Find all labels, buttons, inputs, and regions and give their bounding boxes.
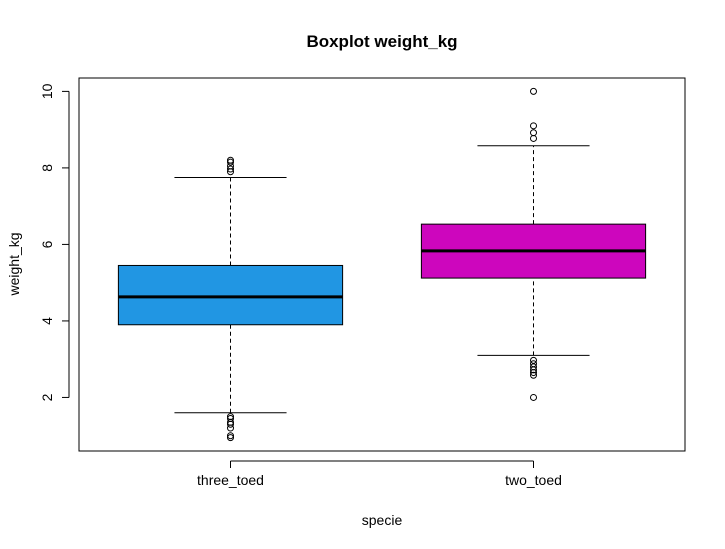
x-axis: three_toed two_toed — [197, 460, 562, 488]
plot-area — [117, 87, 647, 442]
outlier-point — [530, 393, 537, 401]
x-axis-label: specie — [362, 512, 403, 528]
box-group-three-toed — [117, 156, 344, 442]
outlier-point — [530, 87, 537, 95]
outlier-point — [530, 134, 537, 142]
outlier-point — [227, 165, 234, 173]
y-tick-label: 2 — [39, 393, 55, 401]
x-tick-label: two_toed — [505, 472, 562, 488]
chart-title: Boxplot weight_kg — [306, 32, 457, 51]
outlier-point — [530, 371, 537, 379]
plot-frame — [78, 77, 686, 452]
outlier-point — [227, 413, 234, 421]
y-tick-label: 8 — [39, 164, 55, 172]
box-group-two-toed — [420, 87, 647, 401]
y-tick-label: 6 — [39, 240, 55, 248]
y-axis-label: weight_kg — [6, 232, 22, 296]
x-tick-label: three_toed — [197, 472, 264, 488]
outlier-point — [227, 156, 234, 164]
outlier-point — [530, 356, 537, 364]
outlier-point — [530, 122, 537, 130]
outlier-point — [227, 434, 234, 442]
outlier-point — [530, 363, 537, 371]
outlier-point — [530, 129, 537, 137]
outlier-point — [227, 414, 234, 422]
y-axis: 2 4 6 8 10 — [39, 83, 70, 401]
outlier-point — [227, 432, 234, 440]
outlier-point — [227, 158, 234, 166]
y-tick-label: 4 — [39, 317, 55, 325]
iqr-box — [117, 264, 344, 326]
outlier-point — [530, 360, 537, 368]
y-tick-label: 10 — [39, 83, 55, 99]
